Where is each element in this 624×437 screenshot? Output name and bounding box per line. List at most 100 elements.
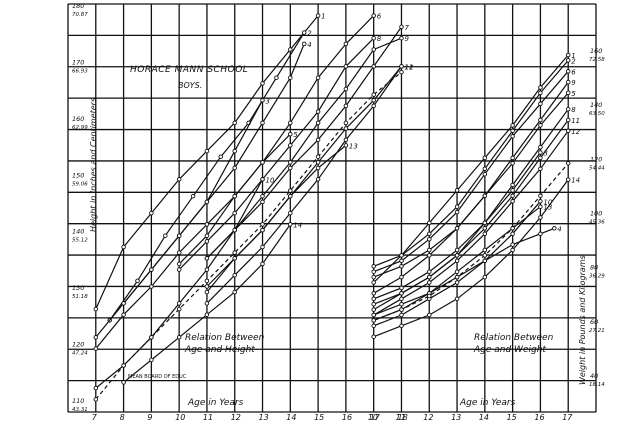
- height-point: [149, 267, 154, 272]
- weight-curve-label: 2: [571, 57, 576, 65]
- height-curve-label: 4: [307, 41, 311, 49]
- height-point: [135, 278, 140, 284]
- weight-point: [427, 312, 432, 318]
- weight-point: [454, 226, 460, 231]
- weight-point: [565, 128, 571, 134]
- weight-curve-label: 6: [571, 68, 576, 76]
- height-point: [343, 41, 349, 47]
- weight-tick-kg: 54.44: [589, 165, 605, 171]
- weight-point: [399, 264, 404, 269]
- weight-point: [482, 247, 488, 253]
- height-point: [315, 120, 321, 126]
- weight-point: [482, 253, 488, 258]
- height-point: [315, 160, 321, 165]
- height-point: [260, 227, 265, 233]
- height-point: [121, 244, 126, 250]
- height-tick-cm: 120: [72, 341, 84, 349]
- height-curve-label: 11: [405, 63, 414, 71]
- height-curve-13: [206, 144, 347, 293]
- weight-point: [454, 247, 460, 253]
- height-point: [232, 256, 237, 261]
- height-point: [121, 380, 126, 385]
- weight-point: [565, 69, 571, 74]
- height-point: [204, 267, 210, 272]
- height-point: [204, 199, 210, 205]
- weight-point: [454, 269, 460, 274]
- height-point: [232, 165, 237, 171]
- height-point: [288, 188, 293, 193]
- height-point: [149, 335, 154, 340]
- x-tick-label-left: 7: [92, 413, 98, 422]
- height-point: [288, 47, 293, 52]
- x-tick-label-left: 15: [314, 413, 324, 422]
- weight-point: [482, 193, 488, 199]
- weight-point: [538, 123, 543, 128]
- weight-point: [427, 274, 432, 280]
- height-point: [260, 98, 265, 103]
- weight-curve-label: 5: [571, 90, 576, 98]
- weight-point: [538, 231, 543, 237]
- height-tick-in: 51.18: [72, 294, 88, 300]
- weight-point: [482, 171, 488, 177]
- height-point: [399, 69, 404, 75]
- weight-point: [565, 117, 571, 123]
- height-point: [343, 137, 349, 143]
- weight-tick-kg: 72.58: [589, 57, 605, 63]
- height-tick-in: 43.31: [72, 407, 88, 413]
- weight-point: [538, 155, 543, 161]
- weight-tick-lb: 140: [590, 101, 602, 109]
- weight-point: [482, 274, 488, 280]
- weight-curve-label: 11: [571, 117, 580, 125]
- height-point: [93, 335, 99, 340]
- height-point: [288, 160, 293, 165]
- weight-point: [371, 301, 376, 307]
- weight-point: [399, 307, 404, 312]
- weight-curve-2: [373, 60, 569, 267]
- height-point: [232, 193, 237, 199]
- weight-point: [371, 323, 376, 329]
- height-point: [163, 233, 168, 238]
- height-point: [260, 199, 265, 205]
- x-axis-label-right: Age in Years: [459, 398, 516, 408]
- y-axis-label-right: Weight in Pounds and Kilograms: [578, 255, 587, 385]
- height-tick-in: 55.12: [72, 238, 88, 244]
- weight-point: [427, 293, 432, 299]
- height-point: [204, 256, 210, 261]
- weight-point: [510, 128, 515, 134]
- height-point: [288, 131, 293, 137]
- weight-point: [510, 123, 515, 128]
- weight-point: [371, 334, 376, 339]
- x-axis-label-left: Age in Years: [187, 398, 244, 408]
- height-tick-cm: 150: [72, 171, 84, 179]
- height-point: [176, 301, 182, 306]
- weight-tick-kg: 63.50: [589, 111, 605, 117]
- height-point: [315, 154, 321, 159]
- height-point: [121, 312, 126, 317]
- x-tick-label-right: 10: [368, 413, 378, 422]
- height-point: [121, 301, 126, 306]
- weight-point: [510, 182, 515, 188]
- weight-curve-label: 14: [571, 177, 580, 185]
- weight-point: [427, 231, 432, 237]
- height-point: [288, 143, 293, 148]
- height-tick-cm: 110: [72, 397, 84, 405]
- height-point: [176, 306, 182, 312]
- weight-point: [427, 220, 432, 226]
- weight-curve-8: [373, 108, 569, 311]
- height-tick-cm: 180: [72, 2, 84, 10]
- chart-subtitle: BOYS.: [178, 81, 202, 90]
- weight-point: [538, 166, 543, 172]
- weight-tick-lb: 60: [590, 318, 598, 326]
- weight-curve-1: [373, 54, 569, 283]
- left-panel-label-line2: Age and Height: [184, 345, 255, 355]
- weight-point: [482, 226, 488, 231]
- height-curve-label: 10: [266, 176, 275, 184]
- weight-point: [371, 264, 376, 269]
- weight-curve-label: 8: [571, 106, 576, 114]
- weight-point: [454, 204, 460, 209]
- height-point: [232, 272, 237, 278]
- height-point: [315, 165, 321, 171]
- height-curve-label: 2: [307, 30, 312, 38]
- height-point: [315, 177, 321, 182]
- height-point: [371, 103, 376, 109]
